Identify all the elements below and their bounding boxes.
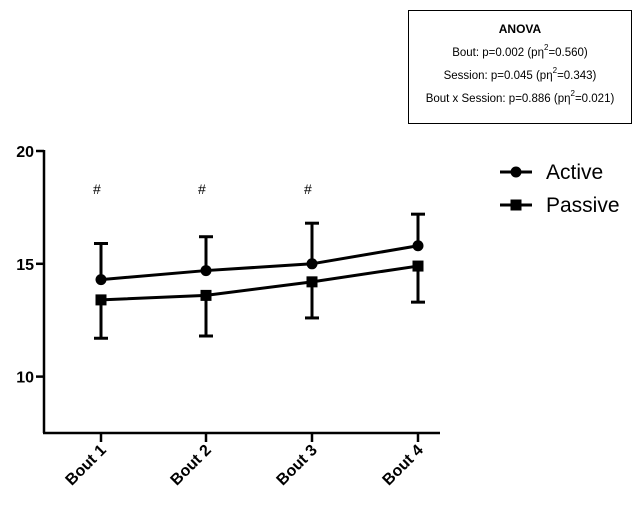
significance-mark-3: #: [304, 181, 312, 197]
chart-marks: # # #: [93, 181, 425, 340]
anova-line-bout-sup: 2: [543, 43, 549, 52]
point-active-1: [95, 274, 107, 286]
anova-box: ANOVA Bout: p=0.002 (pη2=0.560) Session:…: [408, 10, 632, 124]
anova-line-bout-value: =0.560): [548, 46, 588, 59]
anova-line-interaction-sup: 2: [570, 88, 575, 98]
point-passive-1: [95, 294, 107, 306]
point-passive-4: [412, 260, 424, 272]
anova-line-session-value: =0.343): [557, 69, 597, 82]
significance-mark-2: #: [198, 181, 206, 197]
legend-marker-active: [510, 166, 522, 178]
x-tick-label-4: Bout 4: [380, 442, 427, 489]
series-line-passive: [100, 264, 419, 302]
series-line-active: [100, 244, 419, 282]
x-tick-label-3: Bout 3: [274, 442, 321, 489]
legend-label-active: Active: [546, 161, 603, 184]
point-active-4: [412, 240, 424, 252]
anova-line-session: Session: p=0.045 (pη2=0.343): [409, 65, 631, 82]
anova-title: ANOVA: [498, 22, 542, 36]
anova-line-interaction: Bout x Session: p=0.886 (pη2=0.021): [409, 88, 631, 105]
anova-line-interaction-text: Bout x Session: p=0.886 (pη: [425, 92, 571, 105]
y-tick-label-20: 20: [16, 144, 34, 161]
anova-line-session-text: Session: p=0.045 (pη: [443, 69, 553, 82]
anova-line-interaction-value: =0.021): [574, 92, 615, 105]
y-tick-label-15: 15: [16, 257, 34, 274]
point-active-2: [200, 265, 212, 277]
point-passive-2: [200, 289, 212, 301]
anova-line-bout-text: Bout: p=0.002 (pη: [452, 46, 544, 59]
anova-line-bout: Bout: p=0.002 (pη2=0.560): [409, 43, 631, 59]
legend-label-passive: Passive: [546, 194, 620, 217]
significance-mark-1: #: [93, 181, 101, 197]
chart-axes: 10 15 20 Bout 1 Bout 2 Bout 3 Bout 4: [16, 144, 440, 489]
x-tick-label-1: Bout 1: [63, 442, 110, 489]
chart-legend: Active Passive: [500, 161, 620, 217]
anova-line-session-sup: 2: [552, 65, 558, 75]
x-tick-label-2: Bout 2: [168, 442, 215, 489]
point-passive-3: [306, 276, 318, 288]
point-active-3: [306, 258, 318, 270]
legend-marker-passive: [510, 199, 522, 211]
y-tick-label-10: 10: [16, 370, 34, 387]
